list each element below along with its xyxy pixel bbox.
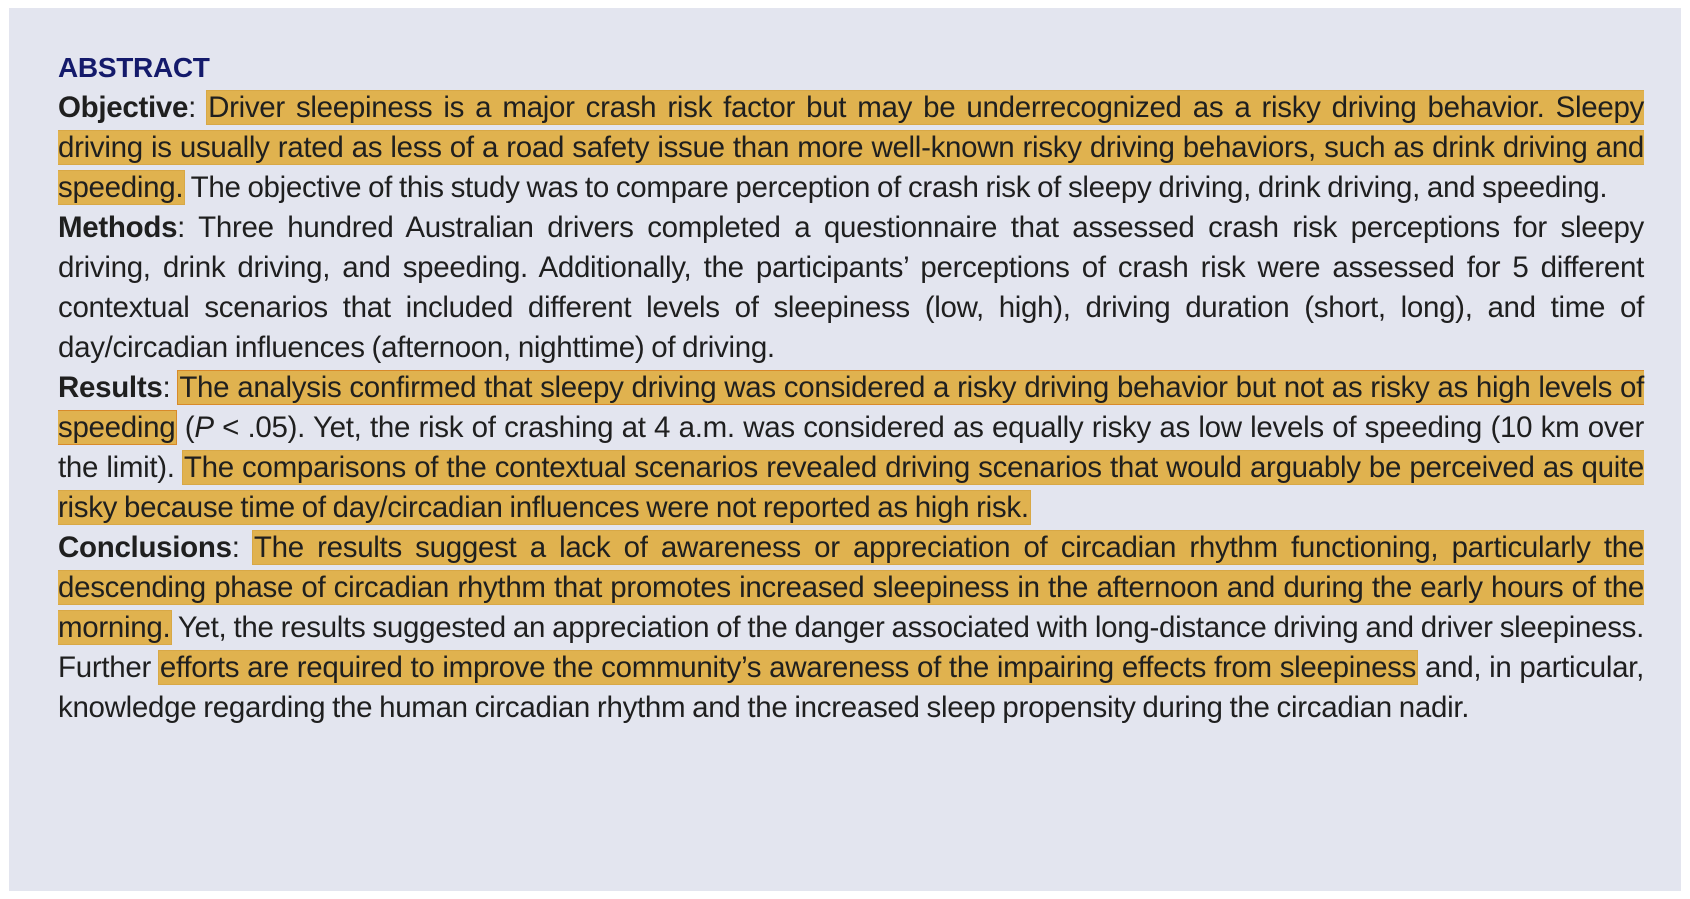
conclusions-paragraph: Conclusions: The results suggest a lack …: [58, 528, 1644, 728]
objective-separator: :: [188, 91, 208, 124]
abstract-heading: ABSTRACT: [58, 52, 210, 83]
objective-text: The objective of this study was to compa…: [184, 171, 1608, 204]
objective-paragraph: Objective: Driver sleepiness is a major …: [58, 88, 1644, 208]
abstract-content: ABSTRACT Objective: Driver sleepiness is…: [58, 50, 1644, 728]
results-highlight-2[interactable]: The comparisons of the contextual scenar…: [58, 451, 1645, 524]
methods-text: Three hundred Australian drivers complet…: [58, 211, 1645, 364]
results-separator: :: [162, 371, 179, 404]
results-text-a: (: [176, 411, 195, 444]
conclusions-text-2: and, in particular, knowledge regarding …: [58, 651, 1644, 724]
results-paragraph: Results: The analysis confirmed that sle…: [58, 368, 1644, 528]
conclusions-highlight-2[interactable]: efforts are required to improve the comm…: [158, 651, 1418, 684]
methods-separator: :: [177, 211, 199, 244]
abstract-panel: ABSTRACT Objective: Driver sleepiness is…: [9, 8, 1681, 891]
methods-paragraph: Methods: Three hundred Australian driver…: [58, 208, 1644, 368]
conclusions-label: Conclusions: [58, 531, 232, 564]
conclusions-separator: :: [231, 531, 253, 564]
methods-label: Methods: [58, 211, 178, 244]
results-label: Results: [58, 371, 163, 404]
objective-label: Objective: [58, 91, 189, 124]
results-text-b: < .05). Yet, the risk of crashing at 4 a…: [58, 411, 1644, 484]
conclusions-text-1: Yet, the results suggested an appreciati…: [58, 611, 1644, 684]
p-value-symbol: P: [194, 411, 214, 444]
